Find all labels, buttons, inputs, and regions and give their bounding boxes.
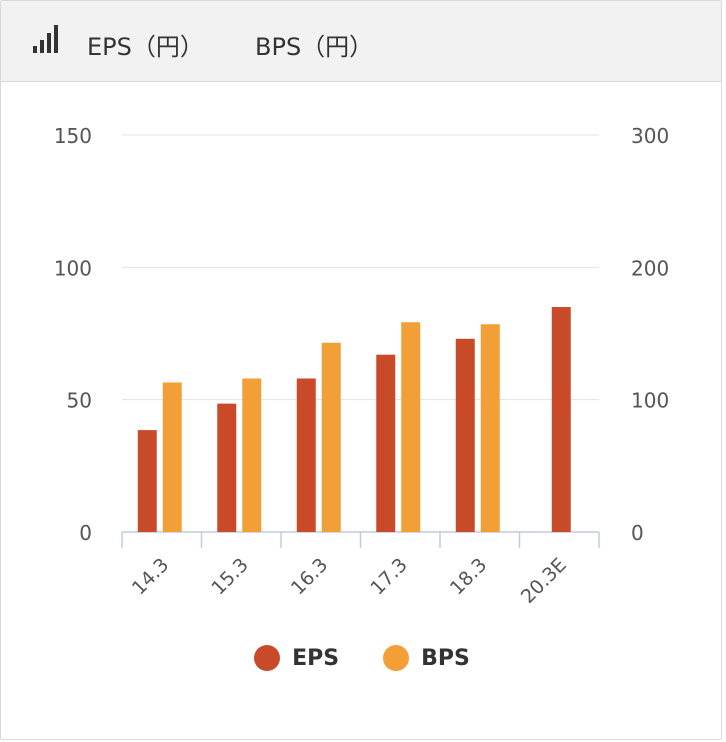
eps-bar: [296, 378, 316, 532]
bps-legend-label: BPS: [421, 645, 470, 671]
bps-legend-dot: [383, 645, 410, 671]
bps-bar: [321, 342, 341, 532]
bar-chart: 0 50 100 150 0 100 200 300 14.3 15.3 16.3 17.3 18.3 2…: [54, 124, 669, 608]
y-right-tick-label: 200: [631, 256, 669, 280]
bps-bar: [401, 322, 421, 532]
x-tick-label: 17.3: [366, 554, 411, 599]
bps-bar: [242, 378, 262, 532]
y-right-tick-label: 0: [631, 521, 644, 545]
y-left-tick-label: 150: [54, 124, 92, 148]
eps-legend-label: EPS: [292, 645, 340, 671]
bps-bar: [480, 324, 500, 532]
chart-legend: EPS BPS: [1, 645, 723, 671]
eps-bar: [455, 338, 475, 532]
eps-bar: [137, 430, 157, 532]
y-left-tick-label: 0: [79, 521, 92, 545]
eps-legend-dot: [254, 645, 281, 671]
legend-item-bps[interactable]: BPS: [383, 645, 470, 671]
x-tick-label: 20.3E: [517, 554, 571, 608]
x-tick-label: 18.3: [446, 554, 491, 599]
y-left-tick-label: 50: [67, 389, 92, 413]
x-tick-label: 14.3: [128, 554, 173, 599]
legend-item-eps[interactable]: EPS: [254, 645, 339, 671]
eps-title: EPS（円）: [87, 33, 204, 61]
panel-header: EPS（円） BPS（円）: [1, 1, 721, 82]
eps-bar: [551, 307, 571, 532]
x-tick-label: 15.3: [207, 554, 252, 599]
eps-bar: [217, 403, 237, 532]
signal-bars-icon: [33, 25, 58, 53]
x-tick-label: 16.3: [287, 554, 332, 599]
y-right-tick-label: 300: [631, 124, 669, 148]
bps-bar: [162, 382, 182, 532]
bps-title: BPS（円）: [255, 33, 374, 61]
y-left-tick-label: 100: [54, 256, 92, 280]
eps-bar: [376, 354, 396, 532]
y-right-tick-label: 100: [631, 389, 669, 413]
